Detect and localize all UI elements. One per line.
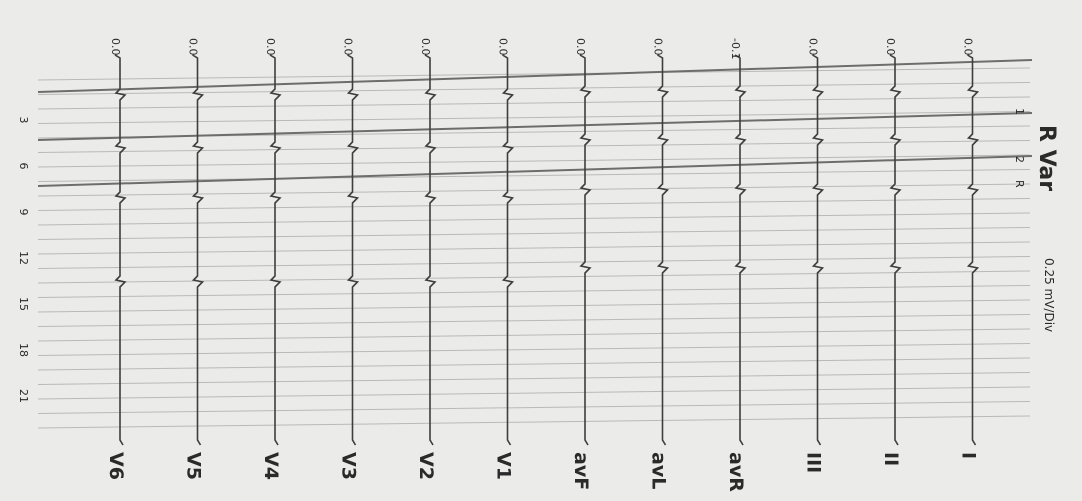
lead-trace xyxy=(269,54,282,446)
grid-line xyxy=(37,241,1031,255)
baseline-label: 0.0 xyxy=(884,38,897,56)
lead-trace xyxy=(579,54,592,446)
lead-label: V3 xyxy=(338,452,360,480)
time-tick-label: 21 xyxy=(17,389,30,403)
grid-line xyxy=(37,328,1031,342)
lead-label: V4 xyxy=(260,452,282,480)
lead-label: V5 xyxy=(183,452,205,480)
grid-line xyxy=(37,140,1031,153)
time-tick-label: 3 xyxy=(17,117,30,124)
grid-line xyxy=(37,198,1031,211)
lead-trace xyxy=(501,54,515,446)
lead-trace xyxy=(346,54,360,446)
marker-label: 1 xyxy=(1013,108,1026,115)
lead-trace xyxy=(889,54,902,446)
lead-trace xyxy=(811,54,825,446)
baseline-label: 0.0 xyxy=(419,38,432,56)
time-tick-label: 18 xyxy=(17,343,30,357)
baseline-label: -0.1 xyxy=(729,38,742,59)
separator-line xyxy=(37,112,1033,141)
grid-line xyxy=(37,415,1031,429)
separator-line xyxy=(37,155,1033,187)
lead-label: V1 xyxy=(493,452,515,480)
lead-label: avR xyxy=(725,452,747,492)
grid-line xyxy=(37,401,1031,414)
baseline-label: 0.0 xyxy=(342,38,355,56)
grid-line xyxy=(37,67,1031,81)
time-tick-label: 6 xyxy=(17,163,30,170)
time-tick-label: 9 xyxy=(17,209,30,216)
separator-line xyxy=(37,59,1033,93)
grid-line xyxy=(37,96,1031,110)
grid-line xyxy=(37,372,1031,385)
grid-line xyxy=(37,169,1031,182)
marker-label: 2 xyxy=(1013,156,1026,163)
lead-label: V6 xyxy=(105,452,127,480)
grid-line xyxy=(37,386,1031,400)
grid-line xyxy=(37,154,1031,168)
grid-line xyxy=(37,299,1031,313)
lead-label: II xyxy=(880,452,902,466)
grid-line xyxy=(37,357,1031,371)
grid-line xyxy=(37,314,1031,327)
baseline-label: 0.0 xyxy=(962,38,975,56)
grid-line xyxy=(37,82,1031,95)
lead-label: avL xyxy=(648,452,670,489)
grid-line xyxy=(37,270,1031,284)
grid-line xyxy=(37,183,1031,197)
lead-trace xyxy=(734,54,747,446)
baseline-label: 0.0 xyxy=(574,38,587,56)
marker-label: R xyxy=(1013,180,1026,188)
grid xyxy=(37,59,1033,429)
baseline-label: 0.0 xyxy=(652,38,665,56)
lead-trace xyxy=(966,54,980,446)
baseline-label: 0.0 xyxy=(497,38,510,56)
lead-label: V2 xyxy=(415,452,437,480)
lead-label: avF xyxy=(570,452,592,490)
title: R Var xyxy=(1034,125,1059,191)
grid-line xyxy=(37,212,1031,226)
baseline-label: 0.0 xyxy=(187,38,200,56)
time-tick-label: 12 xyxy=(17,251,30,265)
lead-label: I xyxy=(958,452,980,459)
grid-line xyxy=(37,285,1031,298)
grid-line xyxy=(37,343,1031,356)
grid-line xyxy=(37,256,1031,269)
grid-line xyxy=(37,111,1031,124)
lead-label: III xyxy=(803,452,825,473)
baseline-label: 0.0 xyxy=(264,38,277,56)
grid-line xyxy=(37,227,1031,240)
scale-label: 0.25 mV/Div xyxy=(1042,258,1056,332)
baseline-label: 0.0 xyxy=(109,38,122,56)
lead-trace xyxy=(191,54,205,446)
time-tick-label: 15 xyxy=(17,297,30,311)
lead-trace xyxy=(656,54,670,446)
lead-trace xyxy=(424,54,437,446)
lead-trace xyxy=(114,54,127,446)
baseline-label: 0.0 xyxy=(807,38,820,56)
leads: 12R369121518210.0V60.0V50.0V40.0V30.0V20… xyxy=(17,38,1026,492)
